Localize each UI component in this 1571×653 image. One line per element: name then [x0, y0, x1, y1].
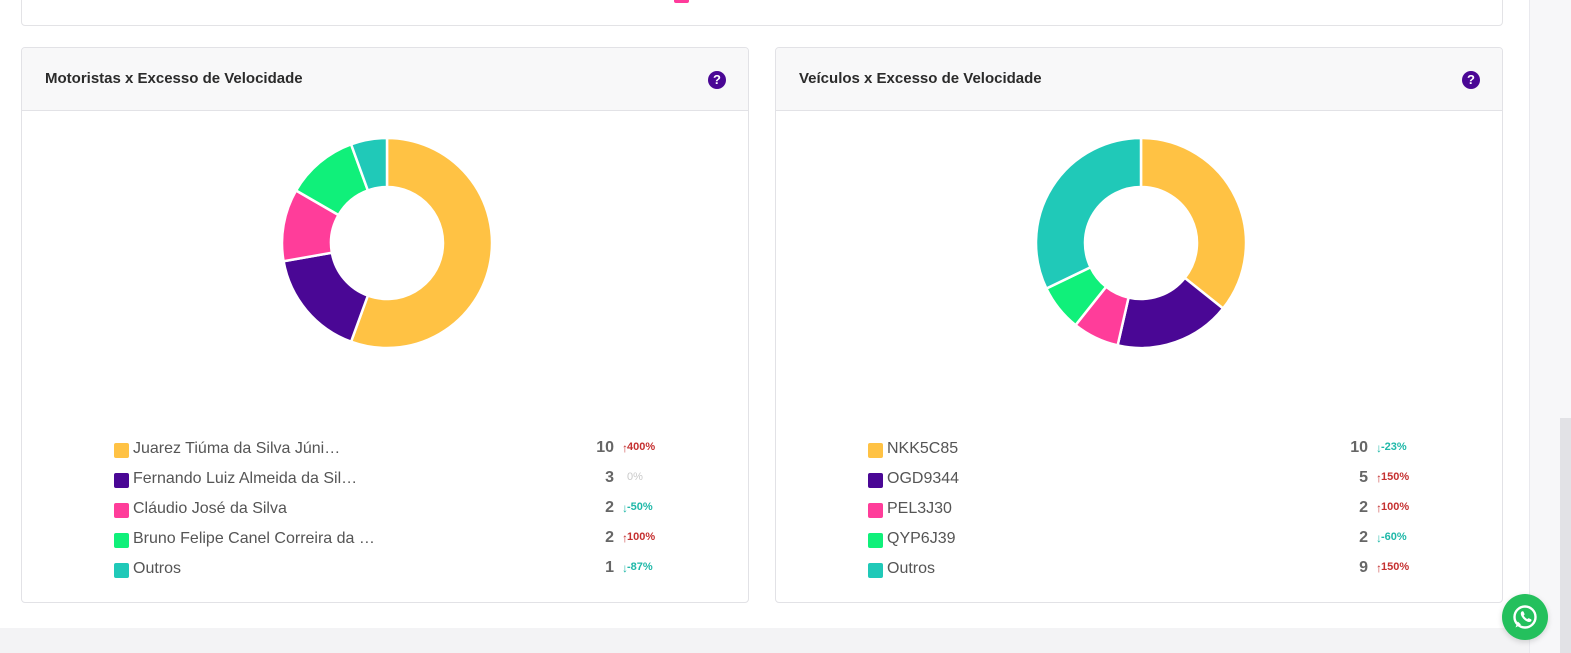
legend-item[interactable]: Outros 1 ↓ -87%	[114, 558, 674, 588]
arrow-down-icon: ↓	[1376, 441, 1382, 455]
drivers-speeding-card: Motoristas x Excesso de Velocidade ? Jua…	[21, 47, 749, 603]
donut-chart	[1034, 136, 1248, 350]
legend-swatch	[114, 533, 129, 548]
legend-item[interactable]: Cláudio José da Silva 2 ↓ -50%	[114, 498, 674, 528]
arrow-up-icon: ↑	[1376, 471, 1382, 485]
legend-item[interactable]: Fernando Luiz Almeida da Sil… 3 0%	[114, 468, 674, 498]
legend-change: 100%	[627, 531, 656, 543]
legend-swatch	[114, 443, 129, 458]
legend-swatch	[114, 473, 129, 488]
legend-swatch	[868, 503, 883, 518]
legend-item[interactable]: PEL3J30 2 ↑ 100%	[868, 498, 1428, 528]
legend-value: 1	[605, 559, 614, 576]
legend-item[interactable]: Bruno Felipe Canel Correira da Si… 2 ↑ 1…	[114, 528, 674, 558]
legend-swatch	[868, 473, 883, 488]
legend-label: Outros	[133, 560, 182, 577]
legend-value: 9	[1359, 559, 1368, 576]
help-icon[interactable]: ?	[708, 71, 726, 89]
card-header: Veículos x Excesso de Velocidade ?	[776, 48, 1502, 111]
whatsapp-icon	[1513, 605, 1537, 629]
donut-slice-2[interactable]	[282, 251, 370, 344]
arrow-down-icon: ↓	[622, 561, 628, 575]
legend-item[interactable]: Outros 9 ↑ 150%	[868, 558, 1428, 588]
legend-swatch	[114, 563, 129, 578]
previous-chart-legend-marker	[674, 0, 689, 3]
donut-slice-5[interactable]	[349, 136, 389, 192]
legend-change: 400%	[627, 441, 656, 453]
donut-chart	[280, 136, 494, 350]
legend-change: -50%	[627, 501, 653, 513]
legend-label: Fernando Luiz Almeida da Sil…	[133, 470, 358, 487]
chart-legend: Juarez Tiúma da Silva Júni… 10 ↑ 400% Fe…	[114, 438, 674, 588]
legend-item[interactable]: NKK5C85 10 ↓ -23%	[868, 438, 1428, 468]
legend-change: 150%	[1381, 471, 1410, 483]
legend-value: 10	[1350, 439, 1368, 456]
legend-swatch	[868, 533, 883, 548]
legend-change: 100%	[1381, 501, 1410, 513]
legend-value: 3	[605, 469, 614, 486]
arrow-up-icon: ↑	[1376, 501, 1382, 515]
legend-change: -23%	[1381, 441, 1407, 453]
legend-change: 150%	[1381, 561, 1410, 573]
legend-label: Juarez Tiúma da Silva Júni…	[133, 440, 341, 457]
legend-label: NKK5C85	[887, 440, 959, 457]
legend-value: 10	[596, 439, 614, 456]
legend-item[interactable]: QYP6J39 2 ↓ -60%	[868, 528, 1428, 558]
scrollbar-thumb[interactable]	[1560, 418, 1571, 653]
arrow-up-icon: ↑	[1376, 561, 1382, 575]
donut-slice-1[interactable]	[349, 136, 494, 350]
legend-swatch	[868, 443, 883, 458]
donut-slice-1[interactable]	[1139, 136, 1248, 311]
chart-legend: NKK5C85 10 ↓ -23% OGD9344 5 ↑ 150% PEL3J…	[868, 438, 1428, 588]
arrow-down-icon: ↓	[1376, 531, 1382, 545]
legend-label: Cláudio José da Silva	[133, 500, 287, 517]
card-header: Motoristas x Excesso de Velocidade ?	[22, 48, 748, 111]
legend-value: 2	[1359, 529, 1368, 546]
legend-value: 2	[605, 499, 614, 516]
card-title: Veículos x Excesso de Velocidade	[799, 70, 1042, 87]
legend-change: 0%	[627, 471, 643, 483]
legend-label: Bruno Felipe Canel Correira da Si…	[133, 530, 378, 547]
arrow-up-icon: ↑	[622, 441, 628, 455]
legend-value: 2	[605, 529, 614, 546]
help-icon[interactable]: ?	[1462, 71, 1480, 89]
legend-label: QYP6J39	[887, 530, 956, 547]
legend-label: PEL3J30	[887, 500, 952, 517]
whatsapp-button[interactable]	[1502, 594, 1548, 640]
legend-item[interactable]: OGD9344 5 ↑ 150%	[868, 468, 1428, 498]
donut-slice-5[interactable]	[1034, 136, 1143, 291]
previous-chart-card	[21, 0, 1503, 26]
legend-label: Outros	[887, 560, 936, 577]
card-title: Motoristas x Excesso de Velocidade	[45, 70, 303, 87]
vehicles-speeding-card: Veículos x Excesso de Velocidade ? NKK5C…	[775, 47, 1503, 603]
legend-change: -60%	[1381, 531, 1407, 543]
legend-value: 5	[1359, 469, 1368, 486]
legend-value: 2	[1359, 499, 1368, 516]
legend-swatch	[114, 503, 129, 518]
arrow-down-icon: ↓	[622, 501, 628, 515]
legend-change: -87%	[627, 561, 653, 573]
legend-item[interactable]: Juarez Tiúma da Silva Júni… 10 ↑ 400%	[114, 438, 674, 468]
arrow-up-icon: ↑	[622, 531, 628, 545]
legend-swatch	[868, 563, 883, 578]
dashboard-area: Motoristas x Excesso de Velocidade ? Jua…	[0, 0, 1529, 628]
legend-label: OGD9344	[887, 470, 960, 487]
